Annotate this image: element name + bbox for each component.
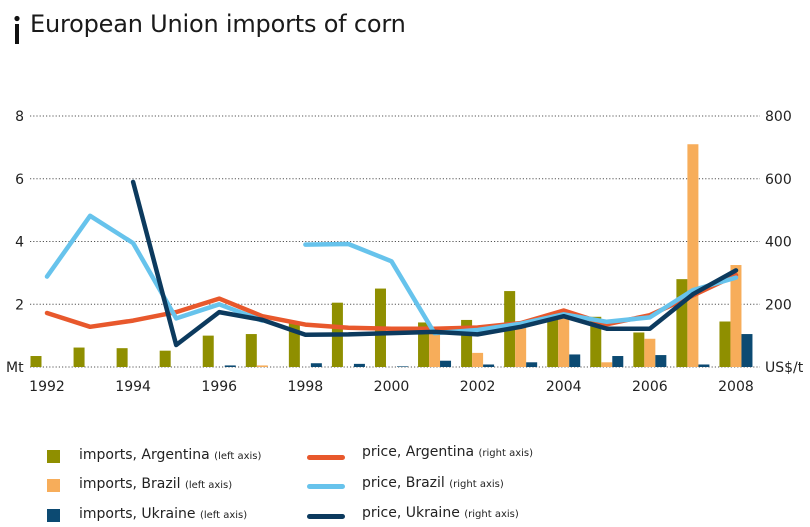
x-tick-label: 1994 bbox=[115, 379, 151, 395]
line-brazil-price bbox=[44, 213, 265, 323]
bar-argentina-imports bbox=[633, 332, 645, 367]
bar-argentina-imports bbox=[719, 321, 731, 367]
bar-argentina-imports bbox=[590, 316, 602, 367]
y-tick-left: 8 bbox=[15, 109, 24, 125]
y-tick-left: 2 bbox=[15, 297, 24, 313]
bar-argentina-imports bbox=[288, 321, 300, 367]
y-tick-right: 600 bbox=[765, 172, 792, 188]
x-tick-label: 1996 bbox=[201, 379, 237, 395]
bar-brazil-imports bbox=[644, 338, 656, 367]
bar-ukraine-imports bbox=[698, 364, 710, 367]
info-icon bbox=[14, 15, 20, 44]
bar-brazil-imports bbox=[429, 334, 441, 367]
bar-ukraine-imports bbox=[353, 363, 365, 367]
line-brazil-price bbox=[303, 241, 739, 336]
bar-ukraine-imports bbox=[396, 366, 408, 367]
bar-argentina-imports bbox=[418, 322, 430, 367]
bar-argentina-imports bbox=[30, 356, 42, 367]
bar-brazil-imports bbox=[515, 327, 527, 367]
y-tick-right: 800 bbox=[765, 109, 792, 125]
bar-ukraine-imports bbox=[440, 360, 452, 367]
bar-argentina-imports bbox=[159, 350, 171, 367]
bar-brazil-imports bbox=[687, 144, 699, 367]
bar-ukraine-imports bbox=[741, 334, 753, 367]
bar-argentina-imports bbox=[547, 316, 559, 367]
bar-argentina-imports bbox=[461, 319, 473, 367]
y-tick-right: 400 bbox=[765, 235, 792, 251]
x-tick-label: 2004 bbox=[546, 379, 582, 395]
bar-brazil-imports bbox=[472, 352, 484, 367]
bar-brazil-imports bbox=[730, 265, 742, 367]
chart-title: European Union imports of corn bbox=[30, 10, 406, 38]
y-tick-left: 4 bbox=[15, 235, 24, 251]
bar-ukraine-imports bbox=[655, 355, 667, 367]
bar-ukraine-imports bbox=[612, 356, 624, 367]
x-tick-label: 1998 bbox=[288, 379, 324, 395]
bar-brazil-imports bbox=[601, 362, 613, 367]
x-tick-label: 2002 bbox=[460, 379, 496, 395]
bar-ukraine-imports bbox=[569, 354, 581, 367]
bar-ukraine-imports bbox=[224, 365, 236, 367]
y-tick-left: 6 bbox=[15, 172, 24, 188]
bar-argentina-imports bbox=[116, 348, 128, 367]
bar-argentina-imports bbox=[245, 334, 257, 367]
bar-argentina-imports bbox=[676, 279, 688, 367]
right-axis-unit: US$/t bbox=[765, 360, 804, 376]
bar-ukraine-imports bbox=[526, 362, 538, 367]
bar-ukraine-imports bbox=[310, 363, 322, 367]
bar-ukraine-imports bbox=[483, 364, 495, 367]
x-tick-label: 2000 bbox=[374, 379, 410, 395]
y-tick-right: 200 bbox=[765, 297, 792, 313]
bar-brazil-imports bbox=[256, 365, 268, 367]
x-tick-label: 2008 bbox=[718, 379, 754, 395]
x-tick-label: 2006 bbox=[632, 379, 668, 395]
x-tick-label: 1992 bbox=[29, 379, 65, 395]
bar-argentina-imports bbox=[202, 335, 214, 367]
bar-argentina-imports bbox=[73, 347, 85, 367]
line-ukraine-price bbox=[130, 179, 739, 348]
left-axis-unit: Mt bbox=[6, 360, 24, 376]
line-marks bbox=[44, 179, 739, 348]
bar-brazil-imports bbox=[558, 316, 570, 367]
